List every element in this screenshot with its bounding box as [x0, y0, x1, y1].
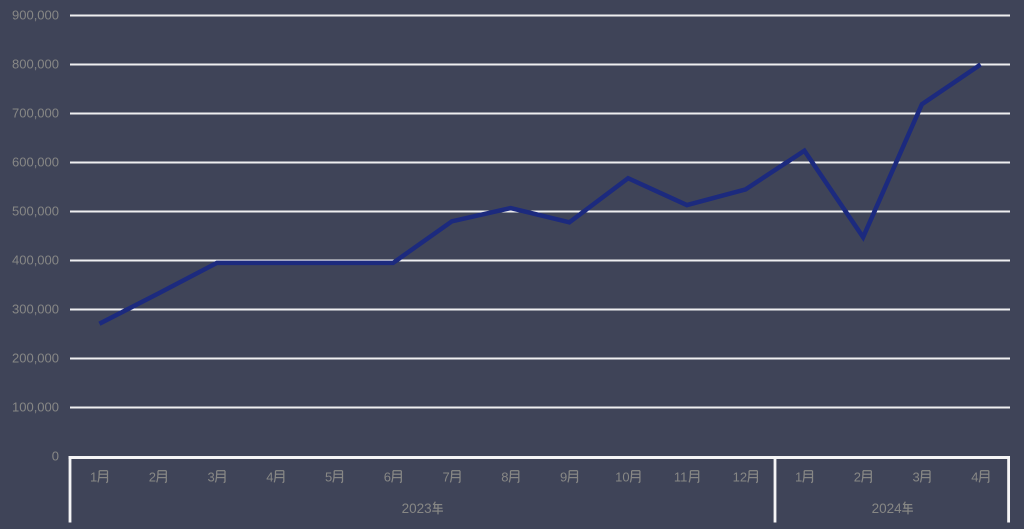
svg-text:11: 11	[674, 469, 688, 484]
svg-text:4: 4	[266, 469, 273, 484]
svg-text:10: 10	[615, 469, 629, 484]
svg-text:1: 1	[90, 469, 97, 484]
svg-text:900,000: 900,000	[12, 8, 59, 23]
svg-text:2: 2	[149, 469, 156, 484]
svg-text:8: 8	[501, 469, 508, 484]
svg-text:2: 2	[854, 469, 861, 484]
svg-text:200,000: 200,000	[12, 351, 59, 366]
svg-text:2024: 2024	[872, 501, 903, 516]
svg-text:3: 3	[208, 469, 215, 484]
svg-text:300,000: 300,000	[12, 302, 59, 317]
svg-text:4: 4	[971, 469, 978, 484]
svg-text:6: 6	[384, 469, 391, 484]
svg-text:100,000: 100,000	[12, 400, 59, 415]
svg-text:1: 1	[795, 469, 802, 484]
svg-text:800,000: 800,000	[12, 57, 59, 72]
svg-text:7: 7	[443, 469, 450, 484]
svg-text:500,000: 500,000	[12, 204, 59, 219]
svg-text:600,000: 600,000	[12, 155, 59, 170]
svg-text:0: 0	[52, 449, 59, 464]
svg-text:9: 9	[560, 469, 567, 484]
svg-text:2023: 2023	[402, 501, 432, 516]
svg-text:700,000: 700,000	[12, 106, 59, 121]
svg-text:5: 5	[325, 469, 332, 484]
svg-text:400,000: 400,000	[12, 253, 59, 268]
svg-text:3: 3	[913, 469, 920, 484]
svg-text:12: 12	[733, 469, 747, 484]
